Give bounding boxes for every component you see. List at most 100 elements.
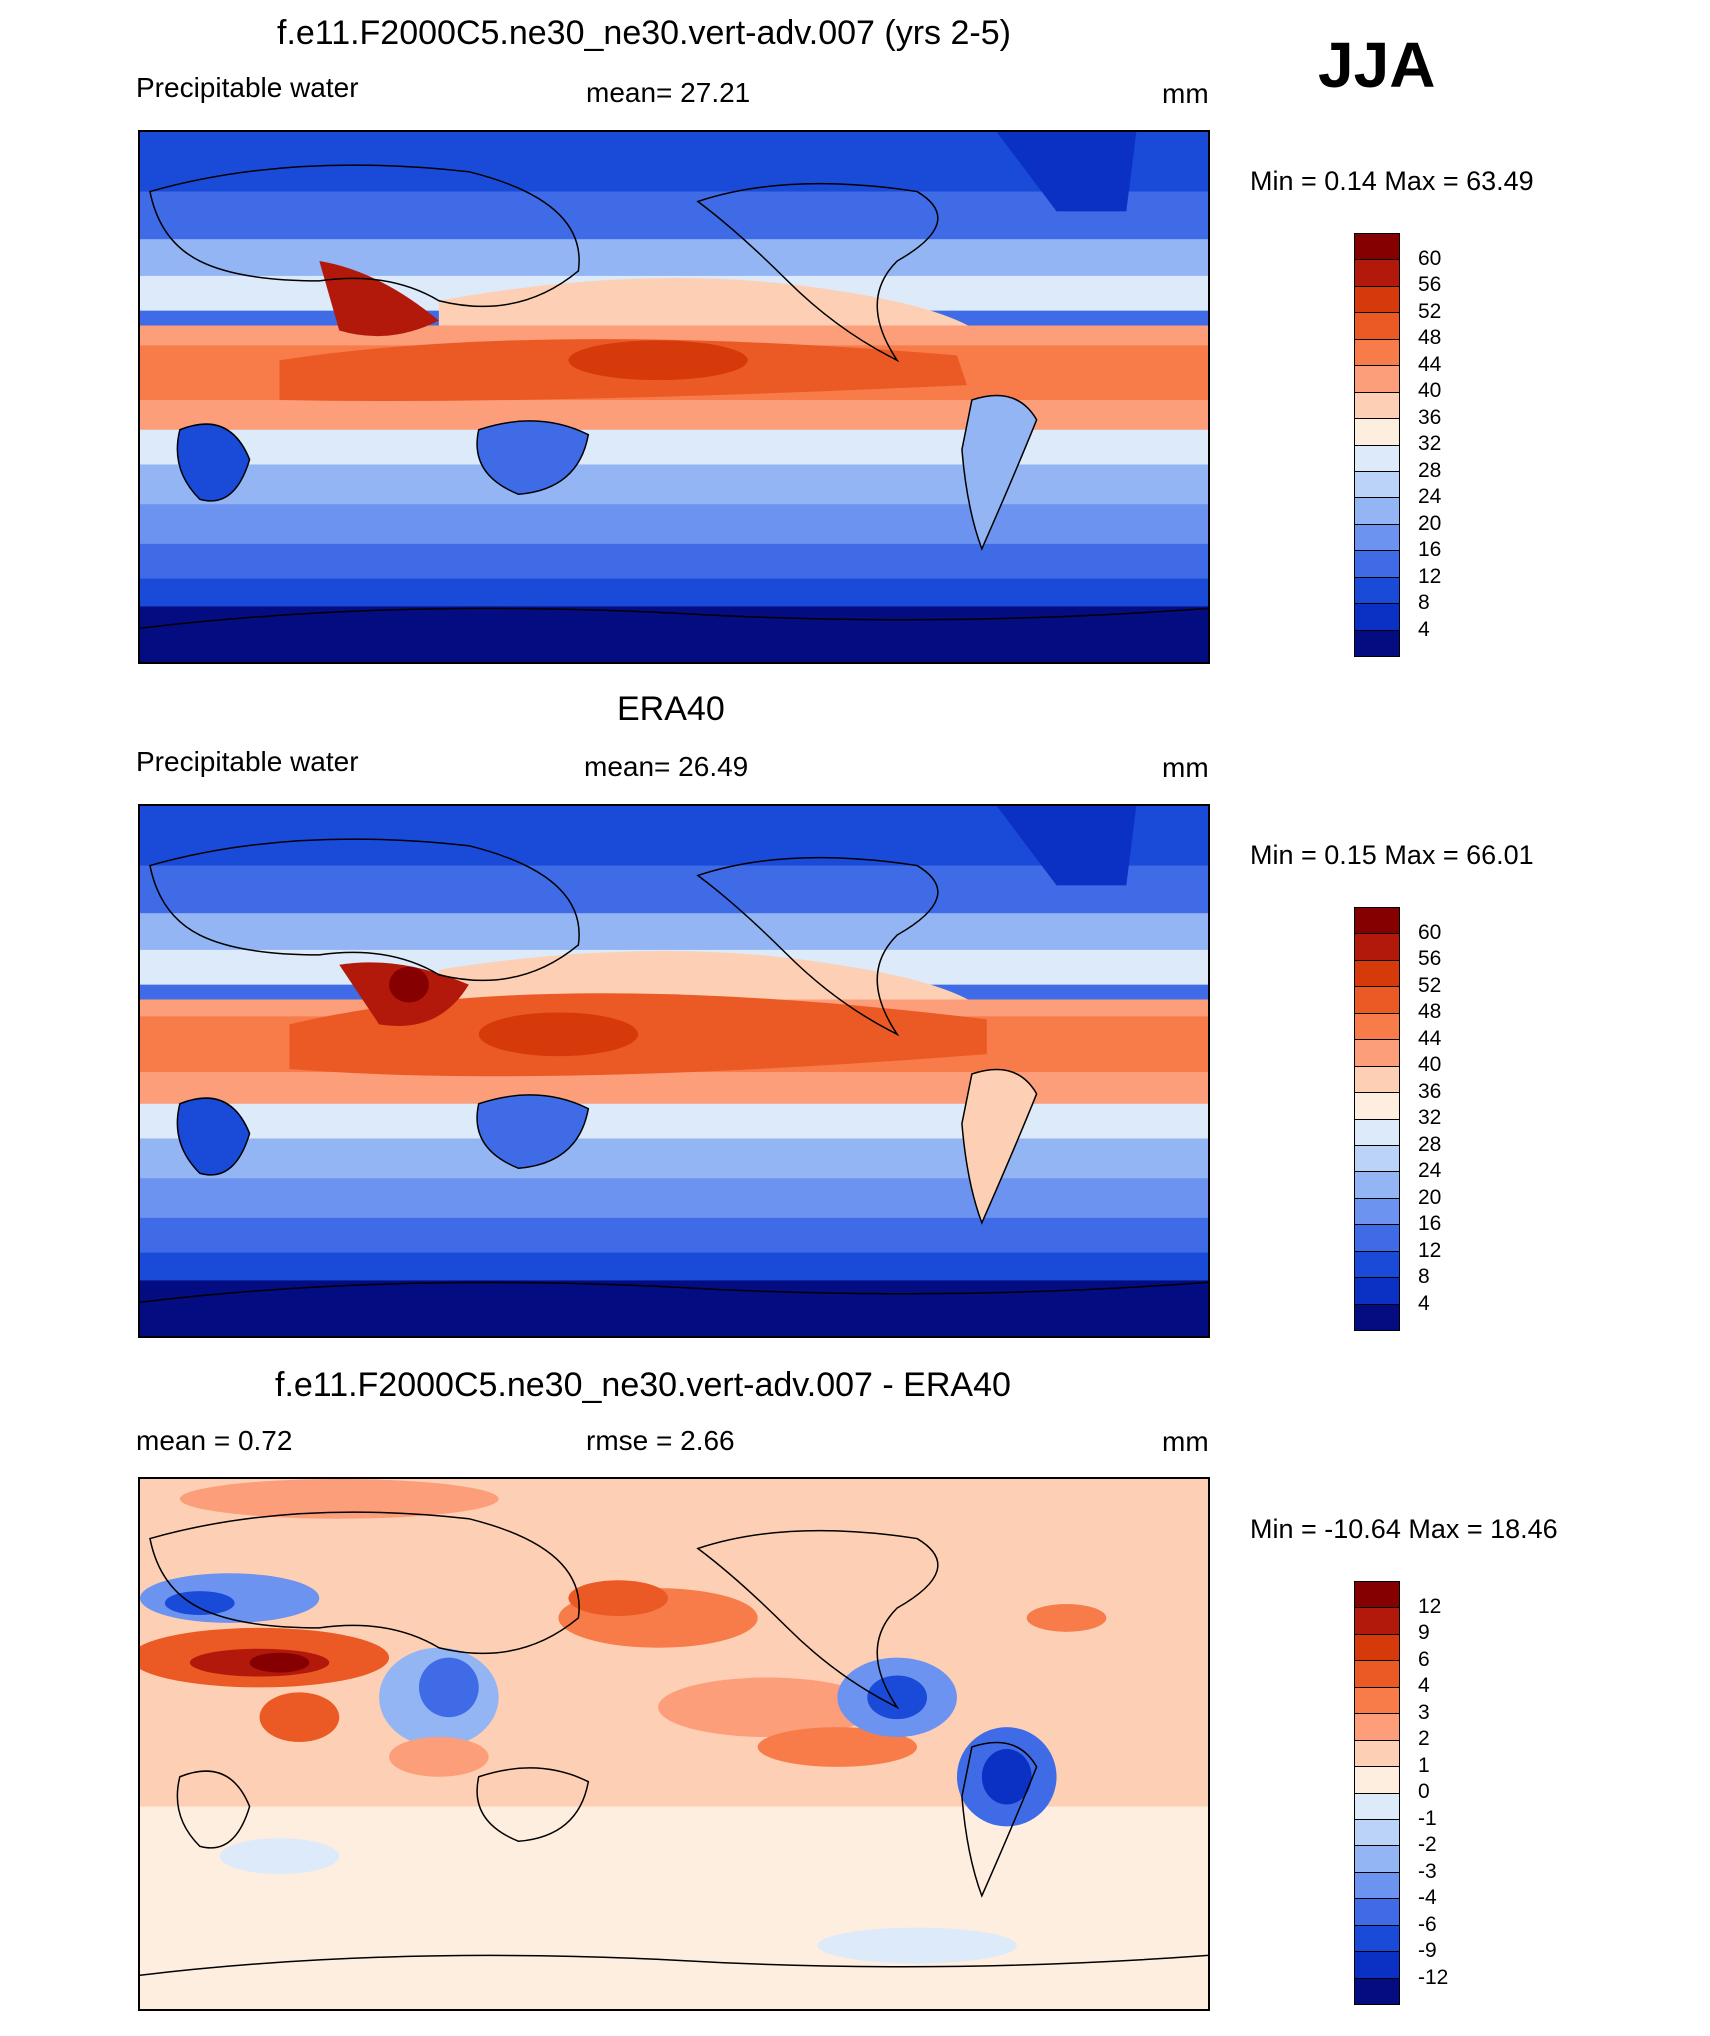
- panel-3-map: [138, 1477, 1210, 2011]
- colorbar-tick-label: 60: [1418, 920, 1442, 944]
- colorbar-tick-label: 56: [1418, 273, 1442, 296]
- colorbar-tick-label: 9: [1418, 1621, 1430, 1644]
- colorbar-tick-label: 4: [1418, 1291, 1430, 1315]
- colorbar-segment: [1355, 524, 1399, 552]
- colorbar-segment: [1355, 366, 1399, 393]
- colorbar-tick-label: 60: [1418, 246, 1442, 270]
- panel-1-title: f.e11.F2000C5.ne30_ne30.vert-adv.007 (yr…: [277, 14, 1011, 52]
- colorbar-tick-label: 36: [1418, 405, 1442, 429]
- colorbar-segment: [1355, 1687, 1399, 1715]
- panel-2-map-field: [140, 806, 1208, 1336]
- colorbar-segment: [1355, 630, 1399, 656]
- colorbar-tick-label: 12: [1418, 1594, 1442, 1618]
- colorbar-segment: [1355, 551, 1399, 578]
- colorbar-segment: [1355, 1925, 1399, 1953]
- colorbar-tick-label: 36: [1418, 1079, 1442, 1103]
- panel-3-rmse-label: rmse = 2.66: [586, 1425, 735, 1456]
- colorbar-segment: [1355, 392, 1399, 420]
- colorbar-segment: [1355, 1899, 1399, 1926]
- colorbar-segment: [1355, 1767, 1399, 1794]
- colorbar-segment: [1355, 1740, 1399, 1768]
- colorbar-tick-label: 28: [1418, 1132, 1442, 1156]
- colorbar-tick-label: 3: [1418, 1700, 1430, 1724]
- colorbar-tick-label: 40: [1418, 1053, 1442, 1076]
- colorbar-segment: [1355, 445, 1399, 472]
- colorbar-segment: [1355, 987, 1399, 1014]
- panel-2-variable-label: Precipitable water: [136, 746, 359, 777]
- colorbar-tick-label: 12: [1418, 564, 1442, 588]
- panel-1-map: [138, 130, 1210, 664]
- colorbar-segment: [1355, 419, 1399, 446]
- colorbar-tick-label: 32: [1418, 1106, 1442, 1129]
- colorbar-segment: [1355, 313, 1399, 340]
- colorbar-segment: [1355, 1714, 1399, 1741]
- colorbar-tick-label: 6: [1418, 1647, 1430, 1671]
- colorbar-segment: [1355, 1952, 1399, 1979]
- colorbar-tick-label: 24: [1418, 1159, 1442, 1182]
- panel-3-map-field: [140, 1479, 1208, 2009]
- colorbar-segment: [1355, 286, 1399, 314]
- colorbar-tick-label: 20: [1418, 1185, 1442, 1209]
- panel-2-units-label: mm: [1162, 752, 1209, 783]
- colorbar-tick-label: -2: [1418, 1833, 1437, 1856]
- colorbar-segment: [1355, 1119, 1399, 1146]
- colorbar-segment: [1355, 1198, 1399, 1226]
- colorbar-segment: [1355, 1225, 1399, 1252]
- colorbar-tick-label: 0: [1418, 1780, 1430, 1803]
- colorbar-tick-label: 4: [1418, 617, 1430, 641]
- colorbar-segment: [1355, 1040, 1399, 1067]
- panel-3-title: f.e11.F2000C5.ne30_ne30.vert-adv.007 - E…: [275, 1366, 1011, 1404]
- colorbar-segment: [1355, 1634, 1399, 1662]
- panel-3-colorbar: [1354, 1581, 1400, 2005]
- panel-2-mean-label: mean= 26.49: [584, 751, 749, 782]
- season-label: JJA: [1318, 29, 1436, 101]
- colorbar-tick-label: 24: [1418, 485, 1442, 508]
- colorbar-segment: [1355, 1582, 1399, 1609]
- panel-2-colorbar: [1354, 907, 1400, 1331]
- colorbar-segment: [1355, 498, 1399, 525]
- colorbar-tick-label: -12: [1418, 1965, 1449, 1989]
- colorbar-tick-label: 16: [1418, 1212, 1442, 1235]
- panel-2-map: [138, 804, 1210, 1338]
- panel-3-units-label: mm: [1162, 1426, 1209, 1457]
- colorbar-segment: [1355, 1872, 1399, 1900]
- colorbar-segment: [1355, 1793, 1399, 1820]
- panel-3-minmax: Min = -10.64 Max = 18.46: [1250, 1514, 1558, 1544]
- colorbar-tick-label: 44: [1418, 352, 1442, 376]
- colorbar-segment: [1355, 604, 1399, 631]
- colorbar-segment: [1355, 471, 1399, 499]
- colorbar-segment: [1355, 1846, 1399, 1873]
- colorbar-tick-label: 40: [1418, 379, 1442, 402]
- colorbar-tick-label: 56: [1418, 947, 1442, 970]
- colorbar-segment: [1355, 1661, 1399, 1688]
- colorbar-segment: [1355, 1278, 1399, 1305]
- panel-1-variable-label: Precipitable water: [136, 72, 359, 103]
- colorbar-tick-label: 48: [1418, 1000, 1442, 1023]
- colorbar-tick-label: 20: [1418, 511, 1442, 535]
- colorbar-segment: [1355, 960, 1399, 988]
- colorbar-segment: [1355, 908, 1399, 935]
- colorbar-segment: [1355, 1013, 1399, 1041]
- colorbar-segment: [1355, 234, 1399, 261]
- colorbar-tick-label: 1: [1418, 1753, 1430, 1777]
- colorbar-segment: [1355, 934, 1399, 961]
- colorbar-tick-label: 32: [1418, 432, 1442, 455]
- colorbar-tick-label: -3: [1418, 1859, 1437, 1883]
- colorbar-segment: [1355, 577, 1399, 605]
- colorbar-tick-label: -9: [1418, 1939, 1437, 1962]
- colorbar-segment: [1355, 1251, 1399, 1279]
- colorbar-segment: [1355, 1608, 1399, 1635]
- colorbar-segment: [1355, 1145, 1399, 1173]
- colorbar-segment: [1355, 1304, 1399, 1330]
- colorbar-tick-label: 52: [1418, 973, 1442, 997]
- colorbar-tick-label: 8: [1418, 1265, 1430, 1288]
- colorbar-segment: [1355, 1819, 1399, 1847]
- panel-2-title: ERA40: [617, 690, 725, 728]
- colorbar-segment: [1355, 1066, 1399, 1094]
- panel-1-colorbar: [1354, 233, 1400, 657]
- colorbar-tick-label: 2: [1418, 1727, 1430, 1750]
- colorbar-segment: [1355, 1172, 1399, 1199]
- colorbar-segment: [1355, 1978, 1399, 2004]
- colorbar-tick-label: 44: [1418, 1026, 1442, 1050]
- colorbar-tick-label: 28: [1418, 458, 1442, 482]
